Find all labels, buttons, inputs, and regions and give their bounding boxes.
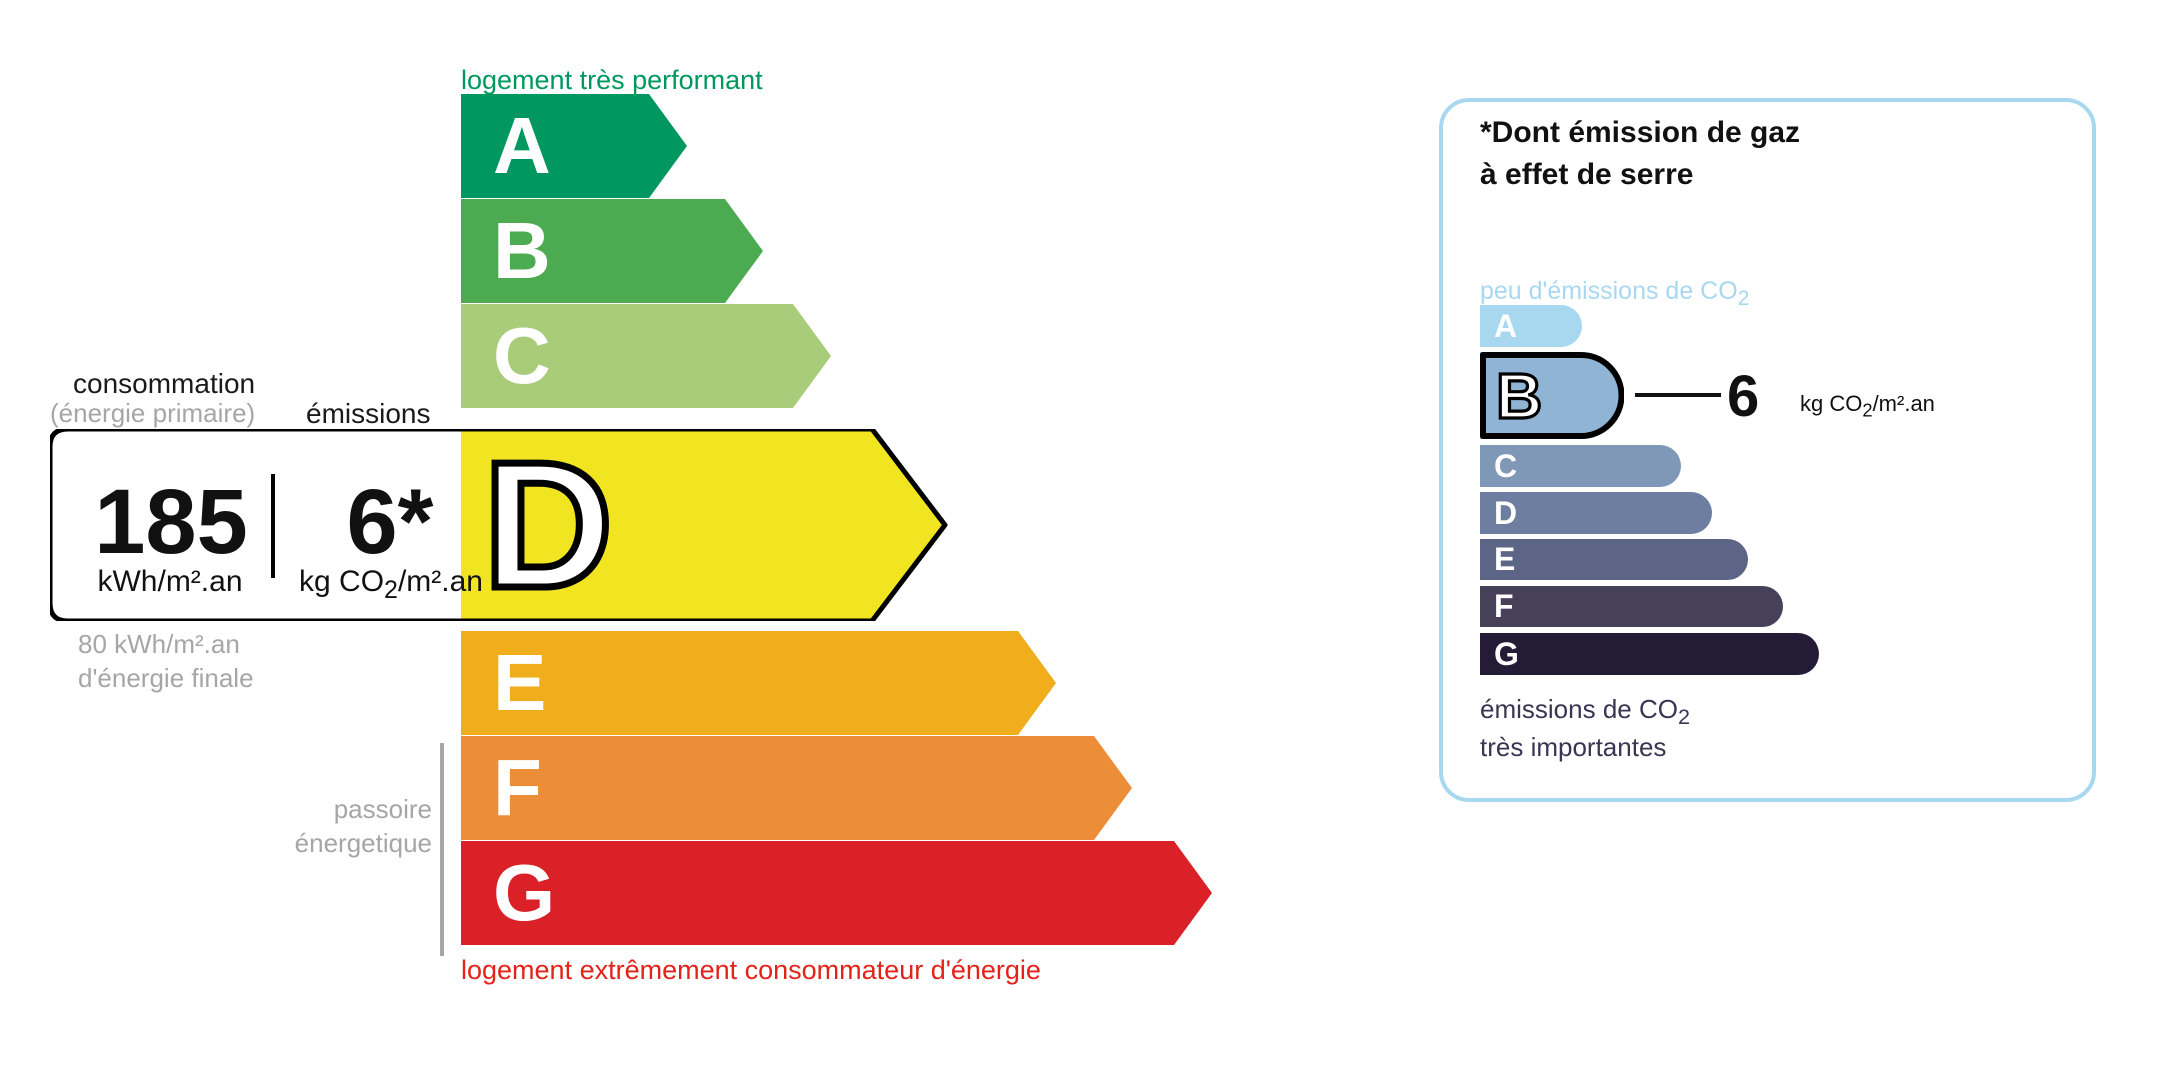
svg-text:D: D xyxy=(483,425,613,626)
svg-text:B: B xyxy=(1496,360,1542,432)
